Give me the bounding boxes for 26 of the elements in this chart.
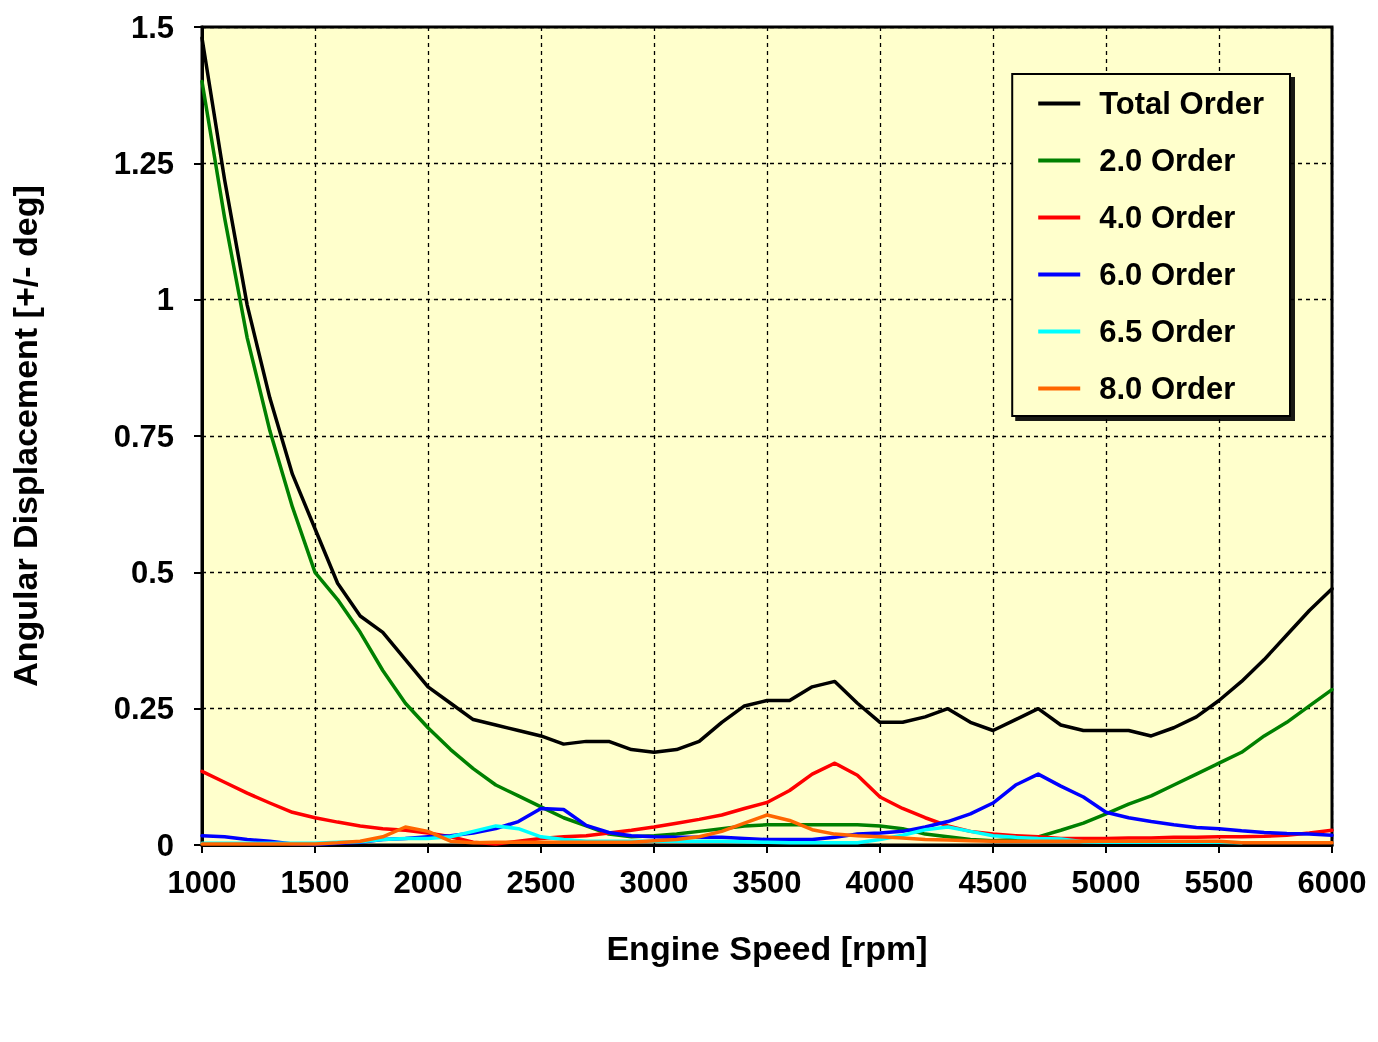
x-tick-label: 5500 — [1184, 865, 1254, 900]
x-tick-label: 6000 — [1297, 865, 1367, 900]
y-tick-label: 0 — [156, 827, 174, 863]
y-tick-label: 1 — [156, 282, 174, 318]
legend-label: 6.0 Order — [1099, 257, 1236, 292]
legend-label: 4.0 Order — [1099, 200, 1236, 235]
legend-label: 2.0 Order — [1099, 143, 1236, 178]
legend-label: Total Order — [1099, 86, 1264, 121]
y-tick-label: 0.25 — [113, 691, 174, 727]
x-tick-label: 1500 — [280, 865, 350, 900]
x-tick-label: 3500 — [732, 865, 802, 900]
x-axis-title: Engine Speed [rpm] — [606, 929, 928, 967]
y-tick-label: 0.5 — [130, 554, 174, 590]
legend-label: 8.0 Order — [1099, 371, 1236, 406]
x-tick-label: 1000 — [167, 865, 237, 900]
y-axis-title: Angular Displacement [+/- deg] — [6, 185, 44, 687]
y-tick-label: 1.25 — [113, 145, 174, 181]
legend-label: 6.5 Order — [1099, 314, 1236, 349]
y-tick-label: 0.75 — [113, 418, 174, 454]
x-tick-label: 2500 — [506, 865, 576, 900]
y-tick-label: 1.5 — [130, 9, 174, 45]
x-tick-label: 4000 — [845, 865, 915, 900]
x-tick-label: 2000 — [393, 865, 463, 900]
x-tick-label: 5000 — [1071, 865, 1141, 900]
x-tick-label: 4500 — [958, 865, 1028, 900]
x-tick-label: 3000 — [619, 865, 689, 900]
